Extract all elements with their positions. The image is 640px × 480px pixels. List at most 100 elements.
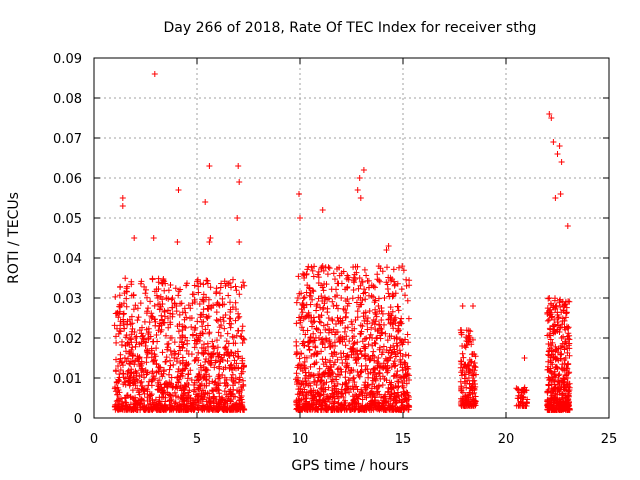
data-point	[117, 284, 123, 291]
data-point	[316, 365, 323, 372]
data-point	[186, 387, 193, 394]
data-point	[328, 350, 335, 357]
data-point	[356, 373, 363, 380]
data-point	[463, 338, 470, 344]
data-point	[305, 263, 312, 270]
data-point	[342, 379, 349, 386]
y-tick-label: 0.01	[53, 372, 82, 387]
data-point	[344, 285, 351, 291]
data-point	[380, 407, 387, 413]
data-point	[359, 323, 366, 330]
data-point	[298, 381, 305, 388]
data-point	[325, 384, 332, 391]
data-point	[139, 382, 146, 389]
data-point	[207, 235, 214, 241]
data-point	[203, 377, 210, 384]
data-point	[127, 401, 134, 408]
data-point	[350, 375, 357, 382]
data-point	[227, 362, 234, 369]
data-point	[352, 351, 359, 358]
data-point	[298, 324, 305, 331]
data-point	[296, 361, 303, 368]
data-point	[406, 377, 412, 383]
data-point	[214, 299, 221, 306]
data-point	[357, 369, 364, 375]
data-point	[372, 306, 379, 313]
data-point	[462, 378, 469, 385]
y-tick-label: 0.04	[53, 252, 82, 267]
data-point	[128, 339, 135, 346]
data-point	[172, 399, 179, 406]
data-point	[399, 379, 406, 386]
data-point	[126, 335, 133, 342]
data-point	[131, 370, 137, 377]
data-point	[355, 294, 362, 301]
data-point	[229, 333, 236, 340]
data-point	[170, 361, 177, 368]
data-point	[350, 374, 357, 381]
data-point	[118, 342, 125, 348]
data-point	[521, 355, 528, 361]
data-point	[363, 335, 370, 342]
data-point	[318, 385, 325, 392]
data-point	[192, 356, 199, 363]
data-point	[187, 400, 194, 407]
data-point	[564, 223, 571, 229]
data-point	[557, 304, 564, 310]
data-point	[293, 342, 300, 349]
data-point	[222, 364, 229, 371]
data-point	[143, 348, 150, 355]
data-point	[317, 329, 324, 336]
data-point	[296, 191, 302, 197]
data-point	[555, 314, 562, 321]
data-point	[358, 405, 364, 412]
data-point	[223, 391, 230, 398]
data-point	[202, 389, 209, 396]
data-point	[235, 327, 242, 334]
data-point	[330, 270, 337, 277]
data-point	[325, 315, 332, 321]
data-point	[376, 278, 383, 285]
data-point	[312, 343, 319, 350]
data-point	[207, 284, 214, 291]
data-point	[338, 295, 345, 301]
data-point	[369, 335, 376, 341]
data-point	[299, 309, 306, 316]
data-point	[151, 71, 158, 77]
data-point	[392, 314, 399, 321]
data-point	[128, 347, 135, 353]
data-point	[163, 295, 170, 301]
data-point	[546, 332, 552, 339]
data-point	[128, 313, 135, 320]
data-point	[550, 303, 557, 309]
data-point	[143, 404, 149, 411]
data-point	[165, 391, 172, 398]
data-point	[122, 334, 129, 341]
data-point	[472, 364, 479, 371]
data-point	[341, 336, 348, 343]
data-point	[373, 373, 380, 380]
data-point	[320, 287, 327, 294]
data-point	[338, 270, 345, 277]
data-point	[147, 400, 154, 407]
data-point	[364, 326, 371, 333]
data-point	[223, 346, 230, 353]
data-point	[565, 402, 572, 409]
data-point	[338, 386, 345, 393]
data-point	[212, 379, 219, 385]
data-point	[163, 354, 170, 361]
data-point	[467, 367, 474, 374]
data-point	[372, 377, 379, 384]
data-point	[301, 358, 308, 365]
data-point	[358, 301, 365, 308]
data-point	[120, 370, 126, 377]
data-point	[335, 305, 341, 312]
data-point	[318, 348, 325, 355]
data-point	[465, 327, 472, 334]
data-point	[344, 324, 351, 331]
data-point	[215, 329, 222, 336]
data-point	[175, 187, 182, 193]
data-point	[112, 293, 119, 300]
data-point	[329, 316, 336, 323]
data-point	[351, 325, 358, 332]
